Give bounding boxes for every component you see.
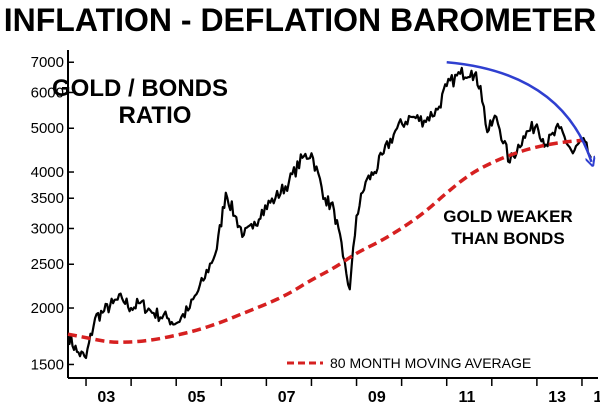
x-tick-label: 03: [97, 389, 115, 406]
axes: 7000 6000 5000 4000 3500 3000 2500 2000 1500 03 05…: [31, 50, 600, 406]
ratio-label-line1: GOLD / BONDS: [52, 75, 228, 102]
y-tick-label: 3500: [31, 190, 64, 207]
y-tick-label: 3000: [31, 220, 64, 237]
y-tick-label: 5000: [31, 120, 64, 137]
legend: 80 MONTH MOVING AVERAGE: [287, 355, 531, 371]
y-tick-label: 2000: [31, 300, 64, 317]
moving-average-line: [67, 138, 583, 344]
gold-bonds-ratio-line: [66, 66, 592, 360]
y-tick-label: 2500: [31, 256, 64, 273]
x-tick-label: 11: [459, 389, 476, 406]
legend-ma-label: 80 MONTH MOVING AVERAGE: [330, 355, 531, 371]
y-tick-label: 6000: [31, 84, 64, 101]
plot-area: [66, 60, 592, 360]
x-tick-label: 05: [188, 389, 206, 406]
x-tick-label: 14: [593, 389, 600, 406]
chart-title: INFLATION - DEFLATION BAROMETER: [3, 2, 597, 38]
note-line1: GOLD WEAKER: [443, 207, 572, 226]
x-tick-label: 13: [548, 389, 566, 406]
x-tick-label: 07: [278, 389, 296, 406]
x-tick-label: 09: [368, 389, 386, 406]
ratio-label-line2: RATIO: [119, 102, 192, 129]
y-tick-label: 1500: [31, 356, 64, 373]
y-tick-label: 7000: [31, 54, 64, 71]
note-line2: THAN BONDS: [451, 229, 564, 248]
downtrend-arrow: [446, 60, 592, 162]
y-tick-label: 4000: [31, 164, 64, 181]
